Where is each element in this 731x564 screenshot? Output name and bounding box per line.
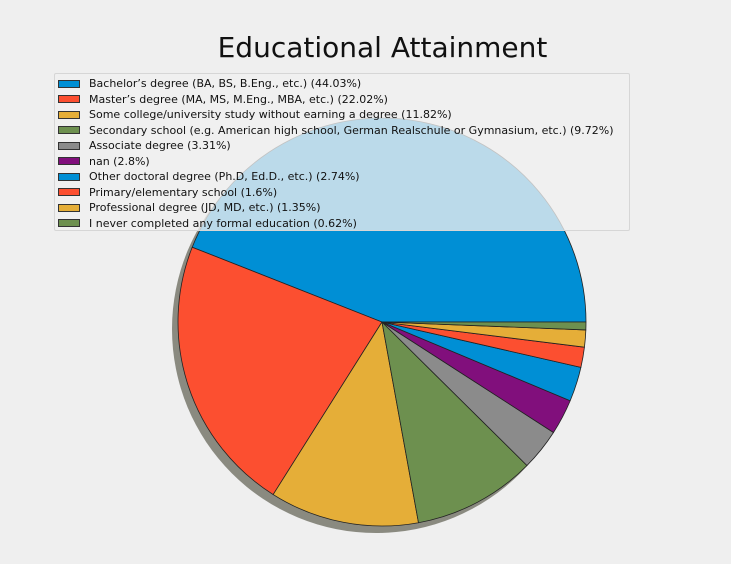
legend-swatch [58,188,80,196]
legend-item: Secondary school (e.g. American high sch… [58,123,614,138]
legend-label: Other doctoral degree (Ph.D, Ed.D., etc.… [89,170,360,183]
pie-slice-2 [272,321,419,527]
pie-slice-9 [381,321,587,331]
legend-item: Some college/university study without ea… [58,107,452,122]
legend: Bachelor’s degree (BA, BS, B.Eng., etc.)… [54,73,630,231]
legend-item: I never completed any formal education (… [58,216,357,231]
legend-label: Secondary school (e.g. American high sch… [89,123,614,137]
legend-label: Primary/elementary school (1.6%) [89,185,278,199]
legend-label: Professional degree (JD, MD, etc.) (1.35… [89,201,321,214]
pie-slice-1 [177,246,383,495]
legend-item: Professional degree (JD, MD, etc.) (1.35… [58,200,321,215]
chart-title: Educational Attainment [217,31,548,64]
legend-label: Some college/university study without ea… [89,108,452,121]
legend-label: I never completed any formal education (… [89,216,357,230]
legend-swatch [58,157,80,165]
legend-swatch [58,79,80,88]
legend-item: Master’s degree (MA, MS, M.Eng., MBA, et… [58,92,388,107]
legend-swatch [58,203,80,212]
pie-slice-3 [381,321,528,524]
legend-item: Bachelor’s degree (BA, BS, B.Eng., etc.)… [58,76,361,91]
legend-swatch [58,219,80,227]
legend-label: nan (2.8%) [89,154,150,168]
legend-swatch [58,126,80,134]
legend-item: Associate degree (3.31%) [58,138,231,153]
legend-label: Master’s degree (MA, MS, M.Eng., MBA, et… [89,92,388,106]
legend-item: nan (2.8%) [58,154,150,169]
legend-swatch [58,141,80,150]
legend-swatch [58,172,80,181]
legend-label: Bachelor’s degree (BA, BS, B.Eng., etc.)… [89,77,362,90]
legend-swatch [58,95,80,103]
legend-item: Other doctoral degree (Ph.D, Ed.D., etc.… [58,169,360,184]
legend-label: Associate degree (3.31%) [89,139,231,152]
legend-swatch [58,110,80,119]
legend-item: Primary/elementary school (1.6%) [58,185,277,200]
